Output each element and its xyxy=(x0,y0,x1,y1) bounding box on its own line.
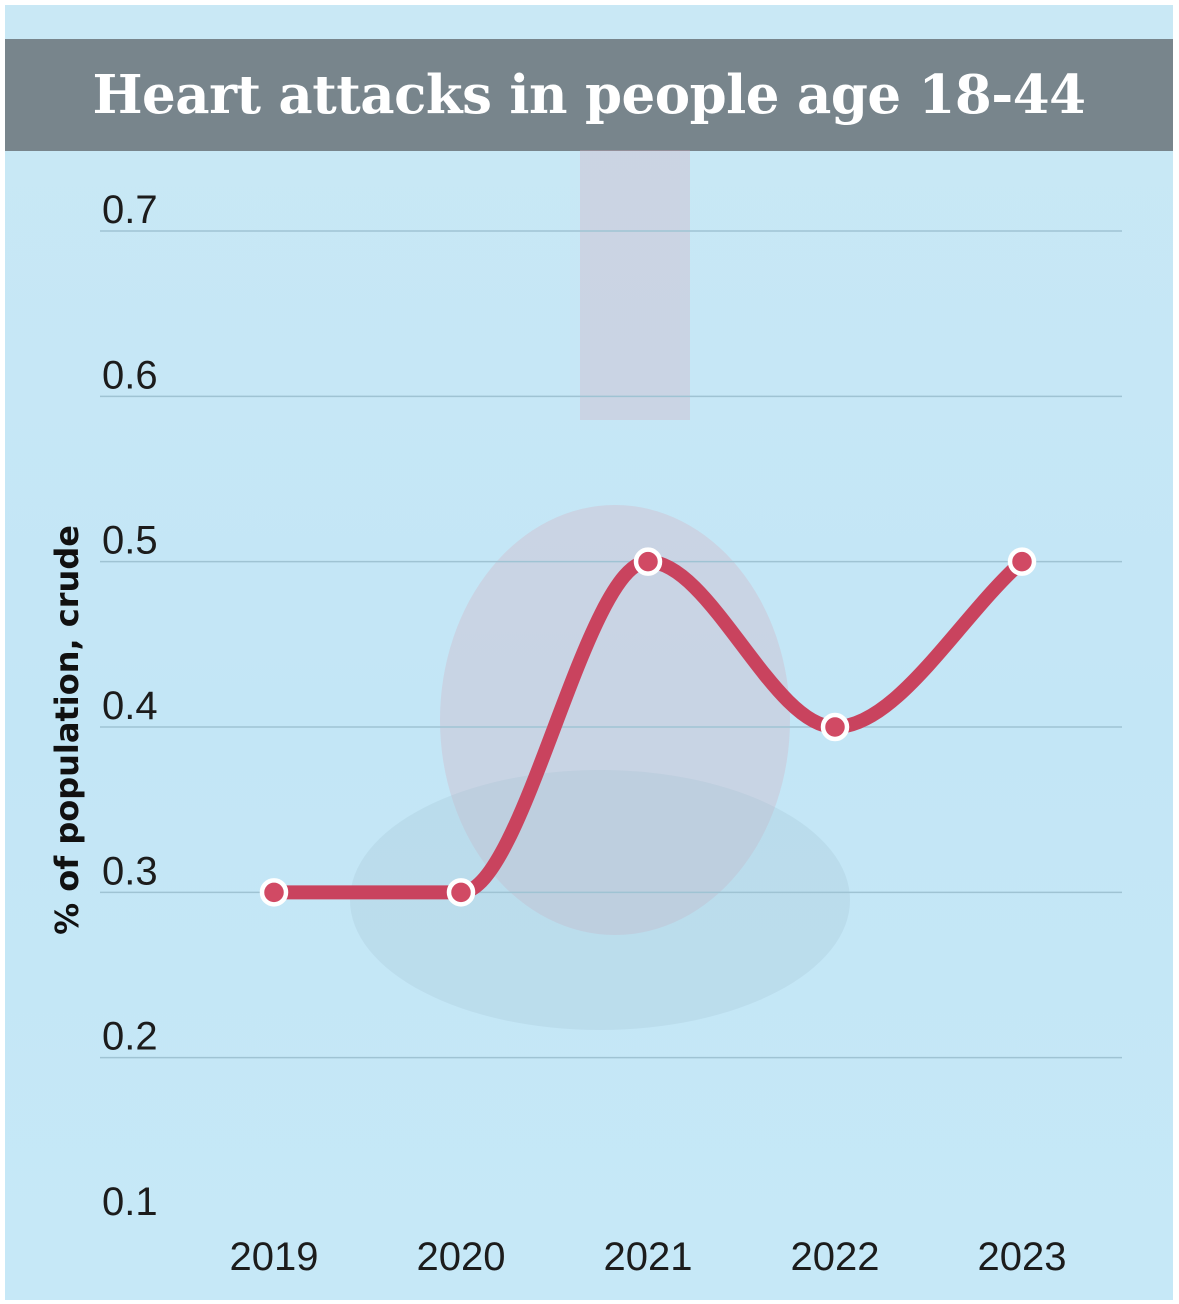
y-axis-ticks: 0.1 0.2 0.3 0.4 0.5 0.6 0.7 xyxy=(102,188,158,1224)
x-tick-label: 2023 xyxy=(978,1235,1067,1279)
background-decoration xyxy=(350,150,850,1030)
y-tick-label: 0.6 xyxy=(102,353,158,397)
data-points xyxy=(259,547,1037,907)
x-tick-label: 2022 xyxy=(791,1235,880,1279)
title-bar: Heart attacks in people age 18-44 xyxy=(5,39,1173,151)
chart-title: Heart attacks in people age 18-44 xyxy=(92,64,1086,126)
data-point-2022 xyxy=(820,712,850,742)
y-tick-label: 0.7 xyxy=(102,188,158,232)
x-tick-label: 2019 xyxy=(230,1235,319,1279)
x-tick-label: 2020 xyxy=(417,1235,506,1279)
y-tick-label: 0.4 xyxy=(102,684,158,728)
x-tick-label: 2021 xyxy=(604,1235,693,1279)
data-point-2019 xyxy=(259,878,289,907)
data-point-2021 xyxy=(633,547,663,576)
chart-background: Heart attacks in people age 18-44 xyxy=(5,5,1173,1300)
y-tick-label: 0.2 xyxy=(102,1015,158,1059)
y-tick-label: 0.1 xyxy=(102,1180,158,1224)
x-axis-ticks: 2019 2020 2021 2022 2023 xyxy=(230,1235,1067,1279)
y-tick-label: 0.3 xyxy=(102,849,158,893)
y-tick-label: 0.5 xyxy=(102,519,158,563)
y-axis-label: % of population, crude xyxy=(48,525,86,935)
data-point-2020 xyxy=(446,878,476,907)
data-point-2023 xyxy=(1007,547,1037,576)
